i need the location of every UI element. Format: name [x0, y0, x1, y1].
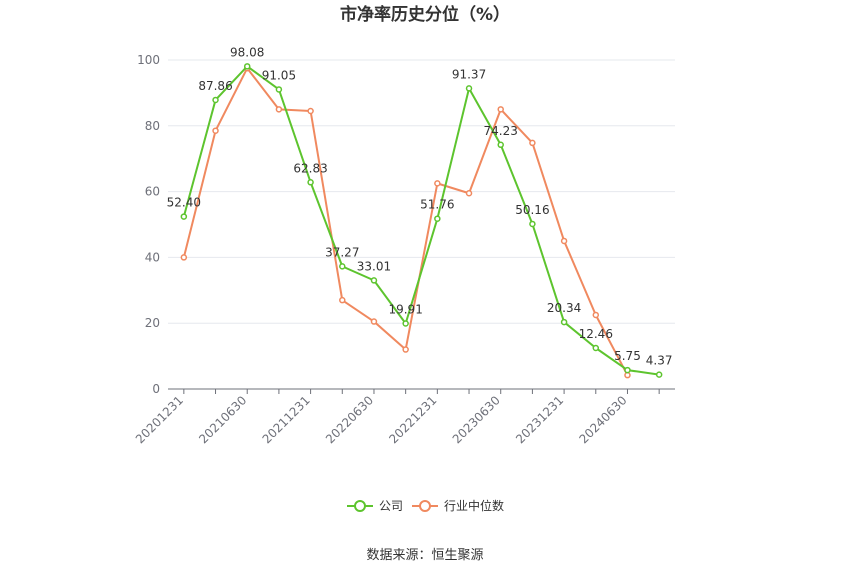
industry-point [180, 254, 188, 261]
y-tick-label: 100 [137, 53, 160, 67]
series-line-industry [182, 67, 629, 376]
company-point [529, 220, 536, 228]
x-tick-label: 20230630 [450, 393, 503, 446]
industry-point [529, 139, 536, 147]
industry-point [434, 180, 441, 187]
data-label: 91.05 [262, 68, 296, 82]
company-point [497, 141, 504, 149]
data-label: 51.76 [420, 198, 454, 212]
industry-point [402, 346, 409, 353]
x-tick-label: 20211231 [260, 393, 313, 446]
company-point [370, 277, 378, 284]
x-tick-label: 20220630 [323, 393, 376, 446]
legend-item-industry[interactable]: 行业中位数 [412, 498, 504, 513]
data-label: 74.23 [484, 124, 518, 138]
company-point [655, 371, 663, 378]
company-point [180, 213, 188, 220]
legend-industry-marker [419, 500, 431, 512]
company-point [243, 63, 251, 70]
company-point [465, 85, 473, 92]
data-source: 数据来源：恒生聚源 [366, 548, 483, 563]
x-tick-label: 20231231 [513, 393, 566, 446]
data-label: 5.75 [614, 349, 641, 363]
company-point [307, 179, 314, 186]
company-point [434, 215, 441, 222]
y-axis-ticks: 0 20 40 60 80 100 [137, 53, 160, 396]
x-axis: 20201231 20210630 20211231 20220630 20221231… [133, 388, 675, 446]
industry-point [339, 296, 346, 304]
data-label: 98.08 [230, 45, 264, 59]
industry-point [497, 106, 504, 113]
legend[interactable]: 公司 行业中位数 [347, 498, 504, 513]
y-tick-label: 80 [145, 119, 160, 133]
data-label: 91.37 [452, 67, 486, 81]
industry-point [212, 127, 219, 134]
company-point [339, 263, 346, 270]
series-layer [180, 63, 663, 379]
grid-lines [168, 59, 675, 324]
data-label: 20.34 [547, 301, 581, 315]
industry-point [592, 311, 600, 319]
industry-point [560, 237, 568, 245]
x-tick-label: 20210630 [196, 393, 249, 446]
data-label: 52.40 [167, 196, 201, 210]
data-label: 19.91 [388, 302, 422, 316]
legend-item-company[interactable]: 公司 [347, 499, 403, 513]
company-point [212, 96, 219, 104]
industry-point [275, 106, 283, 113]
industry-point [465, 189, 473, 197]
data-label: 37.27 [325, 245, 359, 259]
x-tick-label: 20201231 [133, 393, 186, 446]
y-tick-label: 60 [145, 185, 160, 199]
industry-point [307, 107, 314, 115]
x-tick-label: 20221231 [386, 393, 439, 446]
company-point [402, 320, 409, 327]
chart-title: 市净率历史分位（%） [340, 4, 510, 25]
industry-point [370, 318, 378, 325]
data-label: 12.46 [579, 327, 613, 341]
legend-industry-label: 行业中位数 [444, 498, 504, 513]
data-label: 50.16 [515, 203, 549, 217]
data-label: 4.37 [646, 354, 673, 368]
company-point [592, 344, 600, 352]
company-point [560, 318, 568, 326]
legend-company-marker [354, 500, 366, 512]
x-tick-label: 20240630 [577, 393, 630, 446]
y-tick-label: 40 [145, 250, 160, 264]
data-label: 33.01 [357, 259, 391, 273]
data-label: 62.83 [293, 161, 327, 175]
legend-company-label: 公司 [379, 499, 403, 513]
company-point [275, 86, 283, 93]
y-tick-label: 20 [145, 316, 160, 330]
industry-point [624, 371, 631, 379]
series-line-company [182, 65, 660, 376]
company-point [624, 366, 631, 374]
y-tick-label: 0 [152, 382, 160, 396]
data-label: 87.86 [198, 79, 232, 93]
